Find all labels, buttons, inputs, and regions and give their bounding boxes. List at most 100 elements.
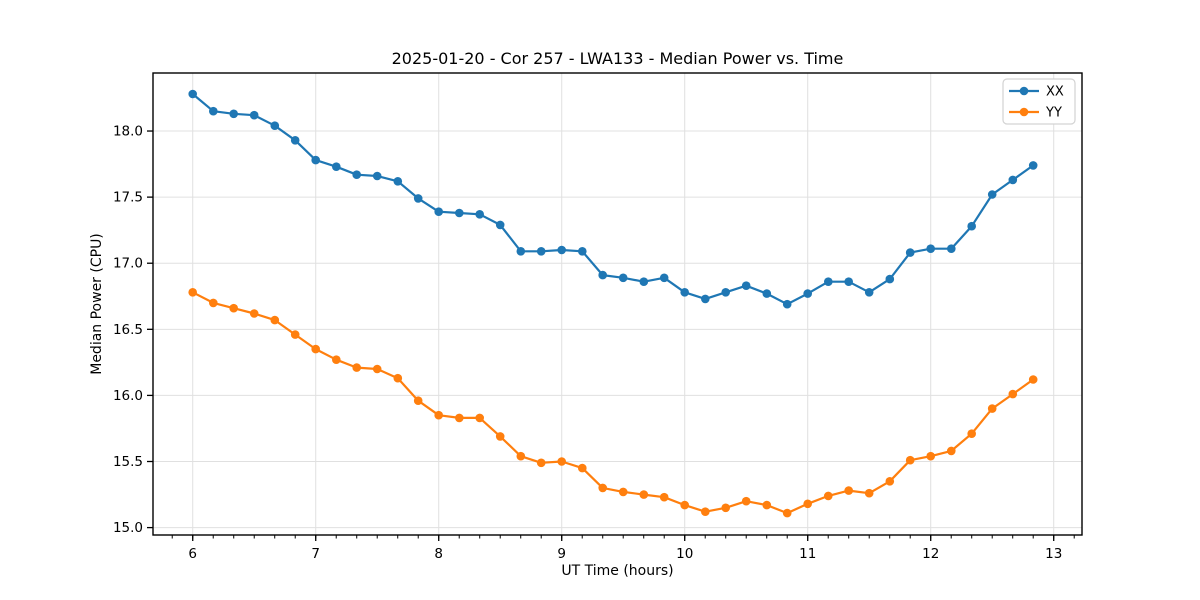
data-point — [229, 303, 238, 313]
data-point — [598, 270, 607, 280]
data-point — [721, 288, 730, 297]
data-point — [332, 162, 341, 171]
data-point — [249, 110, 259, 120]
plot-border — [152, 72, 1083, 536]
data-point — [618, 487, 628, 497]
data-point — [413, 396, 423, 406]
data-point — [311, 155, 321, 165]
x-tick-label: 12 — [922, 546, 939, 562]
data-point — [455, 413, 464, 423]
data-point — [578, 463, 587, 473]
data-point — [701, 294, 710, 304]
data-point — [352, 363, 362, 372]
data-point — [598, 483, 607, 493]
data-point — [824, 491, 833, 501]
data-point — [967, 429, 976, 439]
data-point — [659, 492, 669, 502]
data-point — [885, 477, 895, 486]
data-point — [639, 277, 649, 287]
data-point — [659, 273, 669, 283]
data-point — [680, 500, 689, 510]
data-point — [290, 136, 300, 145]
data-point — [229, 109, 238, 119]
series-XX — [188, 89, 1038, 309]
y-axis-label: Median Power (CPU) — [89, 233, 105, 375]
data-point — [701, 507, 710, 516]
data-point — [721, 503, 730, 513]
data-point — [1008, 175, 1018, 185]
x-tick-label: 11 — [799, 546, 816, 562]
y-tick-label: 17.5 — [113, 190, 143, 206]
data-point — [249, 309, 259, 318]
data-point — [434, 410, 444, 420]
y-tick-label: 18.0 — [113, 124, 143, 140]
legend: XX YY — [1002, 78, 1076, 125]
x-tick-label: 10 — [676, 546, 693, 562]
data-point — [393, 373, 403, 383]
data-point — [557, 245, 566, 255]
data-point — [762, 289, 772, 298]
data-point — [495, 432, 505, 441]
data-point — [680, 288, 689, 297]
data-point — [352, 170, 362, 179]
data-point — [578, 247, 587, 256]
data-point — [639, 490, 649, 499]
data-point — [926, 451, 935, 461]
y-tick-label: 16.0 — [113, 388, 143, 404]
y-tick-label: 15.0 — [113, 520, 143, 536]
data-point — [536, 247, 546, 256]
data-point — [741, 496, 751, 506]
data-point — [905, 455, 915, 465]
x-axis: 6 7 8 9 10 11 12 13 — [171, 535, 1075, 562]
x-tick-label: 9 — [557, 546, 566, 562]
data-point — [864, 488, 874, 498]
data-point — [947, 446, 956, 456]
data-point — [864, 288, 874, 297]
data-point — [332, 355, 341, 365]
data-point — [270, 121, 280, 130]
data-point — [803, 499, 812, 509]
data-point — [987, 190, 997, 199]
y-axis: 15.0 15.5 16.0 16.5 17.0 17.5 18.0 — [113, 124, 153, 536]
legend-label: XX — [1046, 85, 1064, 100]
data-point — [209, 106, 218, 116]
data-point — [967, 221, 976, 231]
legend-label: YY — [1045, 106, 1062, 121]
data-point — [1028, 161, 1038, 170]
y-tick-label: 17.0 — [113, 256, 143, 272]
data-point — [516, 451, 526, 461]
data-point — [372, 364, 382, 374]
data-point — [803, 289, 812, 298]
data-point — [495, 220, 505, 230]
data-point — [782, 299, 792, 309]
series-YY — [188, 288, 1038, 518]
data-point — [393, 177, 403, 186]
data-point — [905, 248, 915, 257]
data-point — [741, 281, 751, 291]
legend-marker — [1019, 86, 1029, 96]
data-point — [1008, 389, 1018, 399]
data-point — [885, 274, 895, 284]
data-point — [536, 458, 546, 468]
legend-marker — [1019, 107, 1029, 117]
data-point — [475, 413, 485, 423]
x-tick-label: 6 — [188, 546, 197, 562]
data-point — [844, 277, 853, 287]
data-point — [516, 247, 526, 256]
data-point — [209, 298, 218, 308]
data-point — [475, 210, 485, 219]
data-point — [782, 508, 792, 518]
x-tick-label: 8 — [434, 546, 443, 562]
legend-box — [1002, 78, 1076, 125]
data-point — [987, 404, 997, 413]
x-axis-label: UT Time (hours) — [561, 563, 673, 579]
x-tick-label: 13 — [1045, 546, 1062, 562]
data-point — [311, 344, 321, 354]
data-point — [455, 208, 464, 218]
y-tick-label: 16.5 — [113, 322, 143, 338]
data-point — [824, 277, 833, 287]
x-tick-label: 7 — [311, 546, 320, 562]
data-point — [372, 171, 382, 181]
